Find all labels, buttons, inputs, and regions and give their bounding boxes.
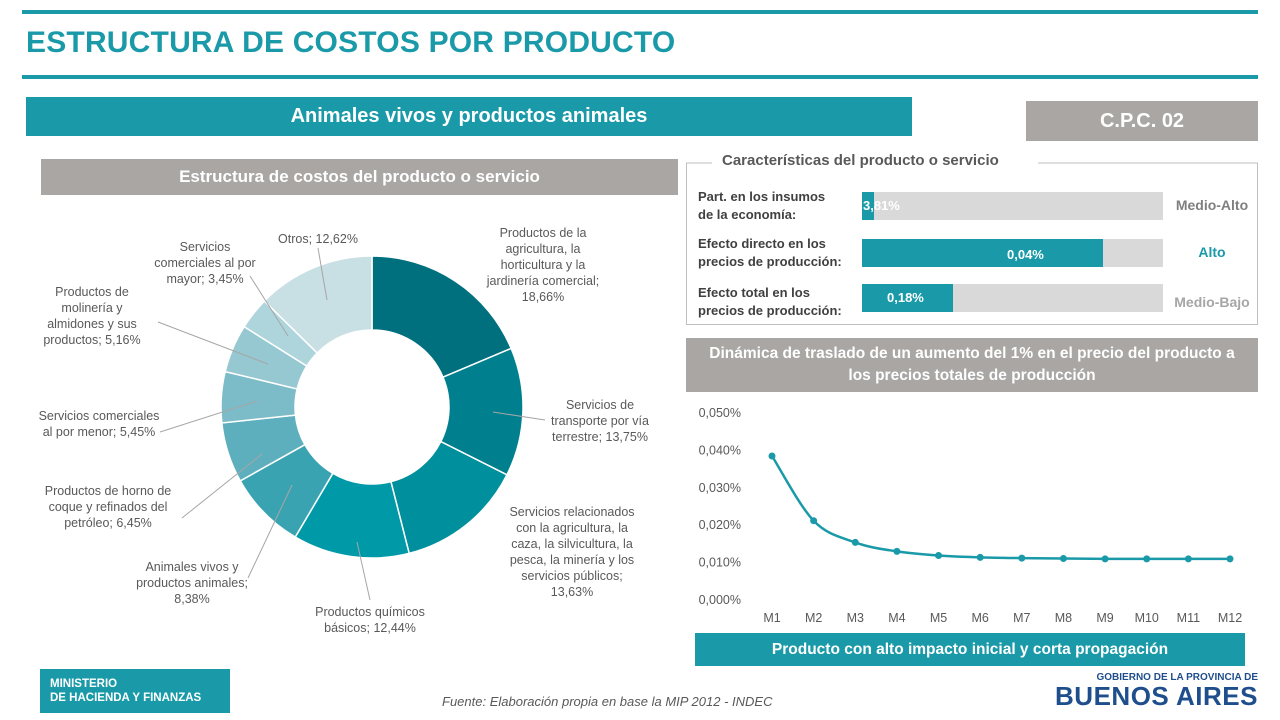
leader-line: [492, 411, 546, 421]
pie-label-agricultura: Productos de la agricultura, la horticul…: [486, 226, 600, 304]
pie-label-otros: Otros; 12,62%: [278, 232, 358, 246]
line-point: [976, 553, 984, 561]
pie-label-servicios-agricultura: Servicios relacionados con la agricultur…: [509, 505, 635, 599]
char-bar-value: 0,18%: [887, 290, 924, 305]
char-bar-participation: 3,81%: [862, 192, 1163, 220]
pie-section-title: Estructura de costos del producto o serv…: [41, 159, 678, 195]
pie-label-quimicos: Productos químicos básicos; 12,44%: [315, 605, 425, 635]
leader-line: [317, 247, 328, 301]
donut-slice: [371, 255, 513, 379]
y-tick-label: 0,050%: [699, 406, 741, 420]
pie-label-petroleo: Productos de horno de coque y refinados …: [44, 484, 172, 530]
product-banner: Animales vivos y productos animales: [26, 97, 912, 136]
pie-label-mayor: Servicios comerciales al por mayor; 3,45…: [154, 240, 256, 286]
dynamics-title: Dinámica de traslado de un aumento del 1…: [686, 338, 1258, 392]
char-bar-fill: [862, 192, 874, 220]
line-point: [1226, 555, 1234, 563]
y-tick-label: 0,040%: [699, 443, 741, 457]
x-tick-label: M7: [1013, 611, 1030, 625]
leader-line: [157, 321, 269, 365]
pie-label-animales: Animales vivos y productos animales; 8,3…: [136, 560, 248, 606]
cpc-code-badge: C.P.C. 02: [1026, 101, 1258, 141]
line-point: [851, 538, 859, 546]
line-point: [768, 452, 776, 460]
char-bar-fill: [862, 239, 1103, 267]
char-level-total: Medio-Bajo: [1174, 294, 1250, 310]
x-tick-label: M2: [805, 611, 822, 625]
char-row-label: Efecto directo en los precios de producci…: [698, 236, 842, 269]
line-series: [770, 455, 1230, 561]
line-point: [1143, 555, 1151, 563]
x-tick-label: M6: [971, 611, 988, 625]
x-tick-label: M4: [888, 611, 905, 625]
characteristics-top-border: [686, 162, 1258, 164]
line-point: [1184, 555, 1192, 563]
char-bar-value: 3,81%: [863, 198, 900, 213]
x-tick-label: M10: [1135, 611, 1159, 625]
ministry-logo: MINISTERIO DE HACIENDA Y FINANZAS: [40, 669, 230, 713]
page-title: ESTRUCTURA DE COSTOS POR PRODUCTO: [26, 26, 676, 59]
char-row-label: Part. en los insumos de la economía:: [698, 189, 826, 222]
char-level-participation: Medio-Alto: [1175, 197, 1249, 213]
x-tick-label: M1: [763, 611, 780, 625]
x-tick-label: M9: [1096, 611, 1113, 625]
y-tick-label: 0,020%: [699, 518, 741, 532]
x-tick-label: M3: [847, 611, 864, 625]
line-point: [810, 517, 818, 525]
line-point: [893, 547, 901, 555]
leader-line: [249, 275, 289, 337]
x-tick-label: M11: [1177, 611, 1200, 625]
y-tick-label: 0,010%: [699, 556, 741, 570]
source-note: Fuente: Elaboración propia en base la MI…: [442, 694, 773, 709]
top-rule: [22, 10, 1258, 14]
y-tick-label: 0,000%: [699, 593, 741, 607]
line-point: [1059, 554, 1067, 562]
char-level-direct: Alto: [1198, 244, 1226, 260]
leader-line: [356, 541, 371, 601]
impact-banner: Producto con alto impacto inicial y cort…: [695, 633, 1245, 666]
line-point: [1101, 555, 1109, 563]
char-bar-value: 0,04%: [1007, 247, 1044, 262]
line-point: [1018, 554, 1026, 562]
line-chart: 0,000% 0,010% 0,020% 0,030% 0,040% 0,050% M1 M…: [699, 406, 1243, 625]
x-tick-label: M12: [1218, 611, 1242, 625]
x-tick-label: M8: [1055, 611, 1072, 625]
title-rule: [22, 75, 1258, 79]
x-tick-label: M5: [930, 611, 947, 625]
char-bar-total: 0,18%: [862, 284, 1163, 312]
leader-line: [159, 400, 258, 433]
char-row-label: Efecto total en los precios de producción…: [698, 285, 842, 318]
pie-label-molineria: Productos de molinería y almidones y sus…: [43, 285, 141, 347]
donut-slice: [263, 255, 373, 355]
pie-label-transporte: Servicios de transporte por vía terrestr…: [551, 398, 649, 444]
leader-line: [247, 484, 293, 579]
characteristics-frame: [686, 163, 1258, 325]
characteristics-title: Características del producto o servicio: [716, 152, 1005, 169]
line-point: [935, 551, 943, 559]
leader-line: [181, 453, 263, 519]
char-bar-fill: [862, 284, 953, 312]
y-tick-label: 0,030%: [699, 481, 741, 495]
government-logo: GOBIERNO DE LA PROVINCIA DE BUENOS AIRES: [1055, 672, 1258, 711]
donut-chart: [157, 247, 546, 601]
char-bar-direct: 0,04%: [862, 239, 1163, 267]
pie-label-menor: Servicios comerciales al por menor; 5,45…: [38, 409, 160, 439]
